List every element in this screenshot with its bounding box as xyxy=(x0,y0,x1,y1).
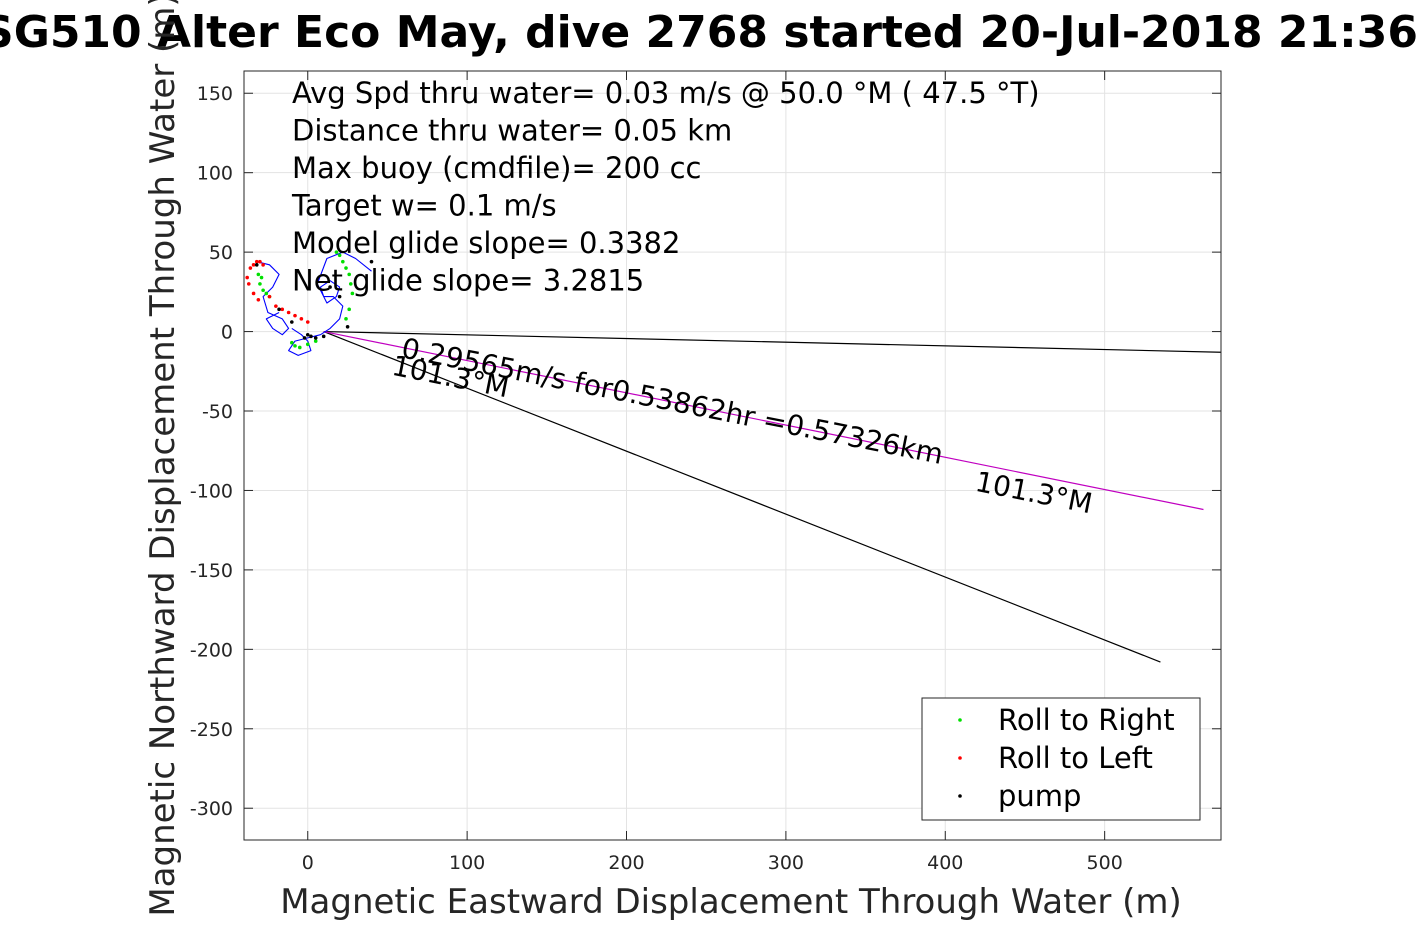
line-label: 101.3°M xyxy=(973,465,1095,520)
line-label: 0.29565m/s for0.53862hr =0.57326km xyxy=(399,331,946,470)
roll-to-right-point xyxy=(341,259,345,264)
x-tick-label: 300 xyxy=(768,852,804,874)
legend-marker xyxy=(958,756,962,760)
roll-to-right-point xyxy=(347,307,351,312)
annotation-line: Model glide slope= 0.3382 xyxy=(292,226,680,260)
annotation-line: Distance thru water= 0.05 km xyxy=(292,114,732,148)
line-labels: 0.29565m/s for0.53862hr =0.57326km 101.3°… xyxy=(389,331,1095,520)
roll-to-left-point xyxy=(261,263,265,267)
roll-to-right-point xyxy=(293,344,297,348)
y-tick-label: 150 xyxy=(197,83,233,105)
y-tick-label: -200 xyxy=(190,639,233,661)
roll-to-left-point xyxy=(258,259,262,264)
roll-to-left-point xyxy=(280,307,285,312)
roll-to-right-point xyxy=(334,250,339,254)
roll-to-left-point xyxy=(251,291,256,296)
roll-to-left-point xyxy=(254,259,259,264)
drift-line-3 xyxy=(323,330,1204,511)
annotation-line: Max buoy (cmdfile)= 200 cc xyxy=(292,151,701,185)
x-tick-label: 200 xyxy=(608,852,644,874)
plot-frame xyxy=(243,70,1222,841)
roll-to-right-point xyxy=(305,342,310,347)
legend-marker xyxy=(958,718,962,722)
annotations: Avg Spd thru water= 0.03 m/s @ 50.0 °M (… xyxy=(291,76,1040,298)
lines-layer xyxy=(323,330,1222,663)
drift-line-2 xyxy=(323,331,1161,663)
roll-to-left-point xyxy=(256,297,261,302)
roll-to-right-point xyxy=(313,339,318,343)
pump-point xyxy=(305,332,310,337)
y-tick-label: -250 xyxy=(190,719,233,741)
y-tick-label: -300 xyxy=(190,798,233,820)
track-curve-1 xyxy=(256,261,290,336)
roll-to-right-point xyxy=(344,266,348,270)
roll-to-right-point xyxy=(350,291,355,296)
roll-to-right-point xyxy=(344,317,348,321)
roll-to-right-point xyxy=(347,272,351,277)
annotation-line: Target w= 0.1 m/s xyxy=(291,189,557,223)
roll-to-left-point xyxy=(267,294,272,299)
x-tick-label: 400 xyxy=(927,852,963,874)
pump-point xyxy=(302,336,307,340)
points-layer xyxy=(245,250,374,350)
y-tick-label: -50 xyxy=(202,401,233,423)
roll-to-left-point xyxy=(293,313,297,318)
pump-point xyxy=(290,320,294,324)
pump-point xyxy=(254,263,259,267)
pump-point xyxy=(369,259,374,264)
pump-point xyxy=(328,285,332,289)
y-tick-label: -150 xyxy=(190,560,233,582)
legend-box xyxy=(921,697,1201,821)
ticks-layer: 0 100 200 300 400 500150100500-50-100-150-200… xyxy=(190,71,1221,874)
roll-to-right-point xyxy=(297,345,302,350)
grid-layer xyxy=(244,71,1221,840)
roll-to-left-point xyxy=(246,282,251,286)
roll-to-left-point xyxy=(299,317,304,321)
roll-to-left-point xyxy=(245,275,249,280)
x-axis-label: Magnetic Eastward Displacement Through W… xyxy=(280,882,1182,922)
roll-to-right-point xyxy=(261,288,265,293)
legend-entry: Roll to Right xyxy=(998,703,1175,737)
roll-to-right-point xyxy=(264,291,269,296)
roll-to-right-point xyxy=(259,275,264,280)
pump-point xyxy=(321,334,326,339)
y-tick-label: -100 xyxy=(190,480,233,502)
y-tick-label: 0 xyxy=(221,322,233,344)
legend-entry: pump xyxy=(998,779,1081,813)
annotation-line: Avg Spd thru water= 0.03 m/s @ 50.0 °M (… xyxy=(292,76,1040,110)
roll-to-right-point xyxy=(256,272,261,277)
roll-to-right-point xyxy=(290,340,294,345)
y-axis-label: Magnetic Northward Displacement Through … xyxy=(143,0,183,917)
roll-to-right-point xyxy=(348,282,353,286)
x-tick-label: 100 xyxy=(449,852,485,874)
roll-to-left-point xyxy=(274,304,278,308)
chart-title: SG510 Alter Eco May, dive 2768 started 2… xyxy=(0,7,1417,58)
annotation-line: Net glide slope= 3.2815 xyxy=(292,264,644,298)
y-tick-label: 100 xyxy=(197,163,233,185)
x-tick-label: 0 xyxy=(302,852,314,874)
x-tick-label: 500 xyxy=(1087,852,1123,874)
pump-point xyxy=(345,325,350,329)
roll-to-left-point xyxy=(251,263,256,267)
pump-point xyxy=(313,336,318,340)
pump-point xyxy=(337,294,342,299)
drift-line-1 xyxy=(323,330,1222,353)
track-curve-3 xyxy=(316,251,372,336)
legend-marker xyxy=(958,794,962,798)
roll-to-right-point xyxy=(258,282,262,286)
roll-to-left-point xyxy=(286,310,291,315)
y-tick-label: 50 xyxy=(209,242,233,264)
pump-point xyxy=(309,334,313,339)
roll-to-right-point xyxy=(337,253,342,258)
roll-to-left-point xyxy=(248,266,253,270)
pump-point xyxy=(277,307,281,312)
legend-entry: Roll to Left xyxy=(998,741,1153,775)
legend: Roll to Right Roll to Left pump xyxy=(921,697,1201,821)
roll-to-left-point xyxy=(305,320,310,324)
